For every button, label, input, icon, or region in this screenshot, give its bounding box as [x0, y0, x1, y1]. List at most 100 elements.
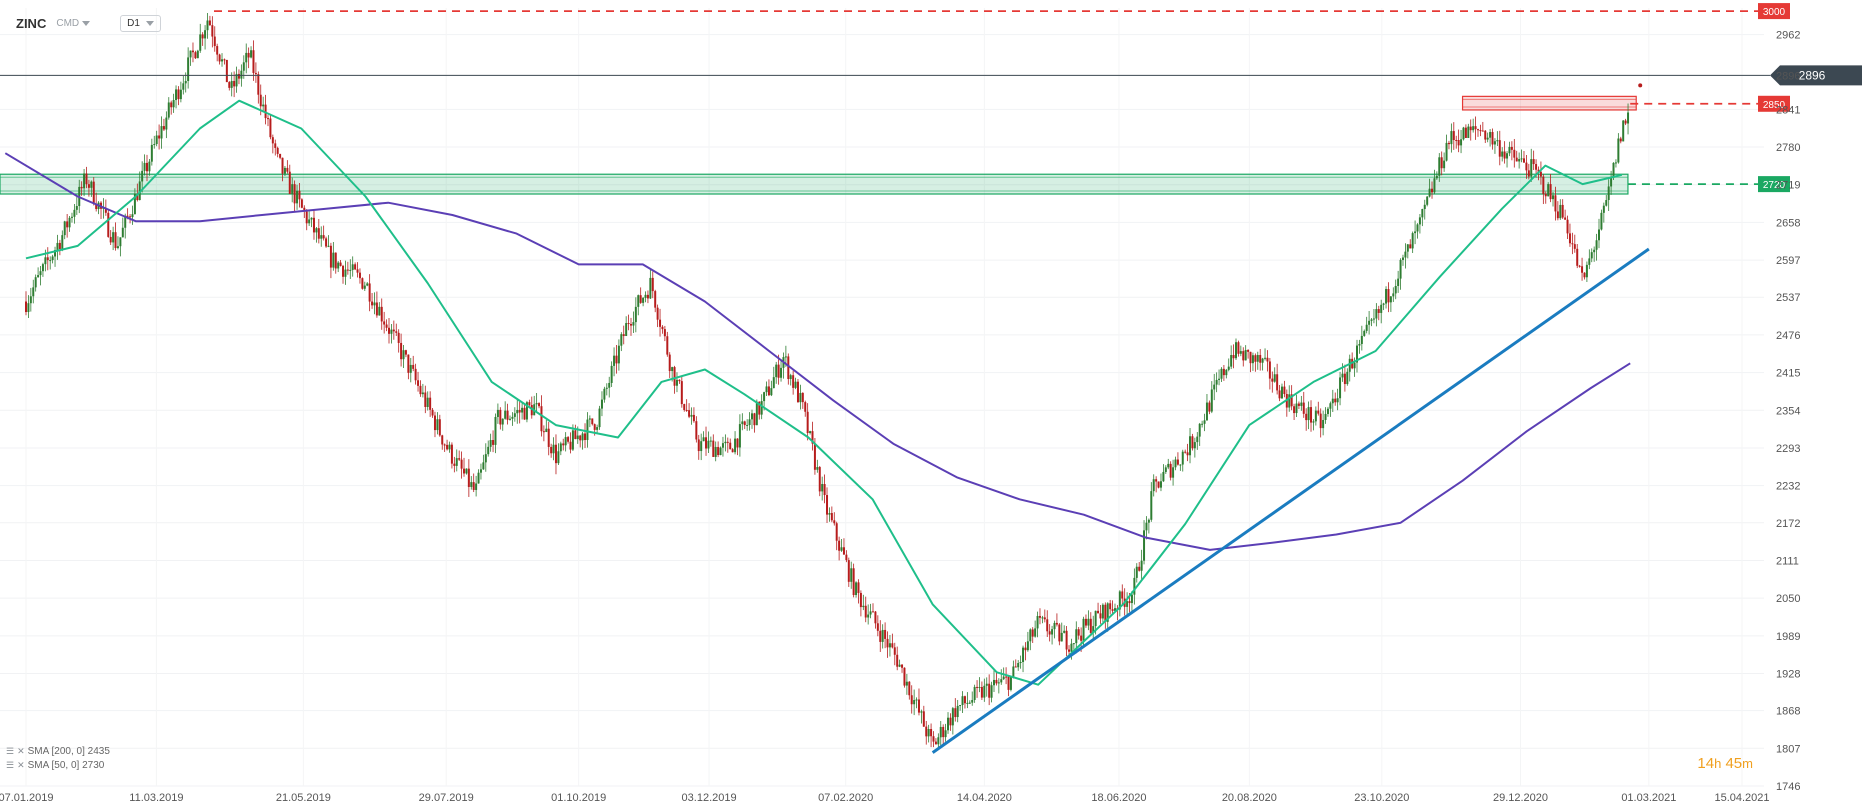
candle-body	[158, 135, 161, 139]
candle-body	[806, 411, 809, 434]
candle-body	[702, 437, 705, 442]
candle-body	[794, 381, 797, 388]
candle-body	[898, 664, 901, 667]
candle-body	[784, 356, 787, 358]
candle-body	[857, 582, 860, 593]
y-tick-label: 2896	[1776, 70, 1800, 82]
countdown-minutes: 45	[1725, 755, 1743, 772]
candle-body	[709, 440, 712, 442]
instrument-type-selector[interactable]: CMD	[56, 18, 91, 29]
level-tag-2850[interactable]	[1758, 95, 1790, 112]
candle-body	[1460, 139, 1463, 146]
candle-body	[1319, 413, 1322, 429]
trendline-layer[interactable]	[931, 247, 1650, 754]
candle-body	[356, 269, 359, 273]
candle-body	[136, 193, 139, 201]
candle-body	[605, 387, 608, 389]
candle-body	[603, 388, 606, 400]
candle-body	[1445, 142, 1448, 161]
candle-body	[646, 294, 649, 299]
candle-body	[579, 435, 582, 441]
candle-body	[1571, 243, 1574, 245]
candle-body	[644, 294, 647, 298]
candle-body	[726, 441, 729, 443]
y-tick-label: 2841	[1776, 104, 1800, 116]
indicator-legend-sma50[interactable]: ☰ ✕ SMA [50, 0] 2730	[6, 760, 104, 771]
candle-body	[1522, 158, 1525, 163]
candle-body	[1215, 379, 1218, 385]
candle-body	[114, 232, 117, 249]
candle-body	[1162, 471, 1165, 482]
candle-body	[1300, 402, 1303, 406]
support-trendline[interactable]	[931, 247, 1650, 754]
level-tag-3000[interactable]	[1758, 3, 1790, 20]
candle-body	[712, 440, 715, 457]
candle-body	[736, 438, 739, 448]
candle-body	[1610, 177, 1613, 187]
candle-body	[1290, 394, 1293, 407]
level-tag-2720[interactable]	[1758, 176, 1790, 193]
candle-body	[363, 285, 366, 289]
candle-body	[1479, 130, 1482, 132]
candle-body	[1060, 632, 1063, 642]
candle-body	[1612, 162, 1615, 178]
candle-body	[1435, 175, 1438, 179]
candle-body	[191, 50, 194, 53]
candle-body	[1186, 452, 1189, 456]
x-tick-label: 14.04.2020	[957, 792, 1012, 804]
candle-body	[148, 161, 151, 172]
candle-body	[1143, 530, 1146, 561]
candle-body	[869, 611, 872, 615]
close-icon[interactable]: ✕	[17, 760, 25, 770]
candle-body	[1130, 594, 1133, 604]
candle-body	[680, 381, 683, 405]
candle-body	[1249, 351, 1252, 364]
candle-body	[281, 157, 284, 174]
candle-body	[518, 409, 521, 413]
candle-body	[985, 683, 988, 686]
x-tick-label: 01.10.2019	[551, 792, 606, 804]
candle-body	[329, 245, 332, 268]
candle-body	[1326, 408, 1329, 414]
candle-body	[124, 215, 127, 228]
timeframe-selector[interactable]: D1	[120, 14, 161, 32]
candle-body	[862, 605, 865, 608]
candle-body	[1172, 467, 1175, 478]
candle-body	[828, 513, 831, 515]
candle-body	[235, 73, 238, 87]
candle-body	[922, 711, 925, 727]
candle-body	[1414, 231, 1417, 234]
candle-body	[346, 269, 349, 271]
candle-body	[1121, 591, 1124, 599]
candle-body	[104, 207, 107, 213]
candle-body	[245, 52, 248, 63]
candle-body	[559, 443, 562, 452]
candle-body	[334, 252, 337, 269]
candle-body	[247, 52, 250, 58]
candle-body	[530, 405, 533, 416]
candle-body	[1518, 159, 1521, 162]
indicator-legend-sma200[interactable]: ☰ ✕ SMA [200, 0] 2435	[6, 746, 110, 757]
candle-body	[34, 277, 37, 288]
candle-body	[576, 435, 579, 440]
candle-body	[1041, 617, 1044, 619]
candle-body	[305, 211, 308, 224]
candle-body	[49, 260, 52, 262]
candle-body	[993, 679, 995, 686]
sma-200-line	[4, 152, 1631, 551]
candle-body	[496, 409, 499, 417]
horizontal-levels[interactable]: 3000 2896 2850 2720	[0, 3, 1862, 193]
candle-body	[472, 482, 475, 490]
close-icon[interactable]: ✕	[17, 746, 25, 756]
candle-body	[291, 184, 294, 194]
candle-body	[225, 59, 228, 83]
candle-body	[1527, 170, 1530, 177]
candle-body	[767, 386, 770, 396]
candle-body	[557, 451, 560, 464]
candle-body	[92, 181, 95, 204]
candle-body	[850, 568, 853, 582]
candle-body	[1469, 126, 1472, 131]
candle-body	[1614, 162, 1617, 164]
y-tick-label: 1989	[1776, 631, 1800, 643]
